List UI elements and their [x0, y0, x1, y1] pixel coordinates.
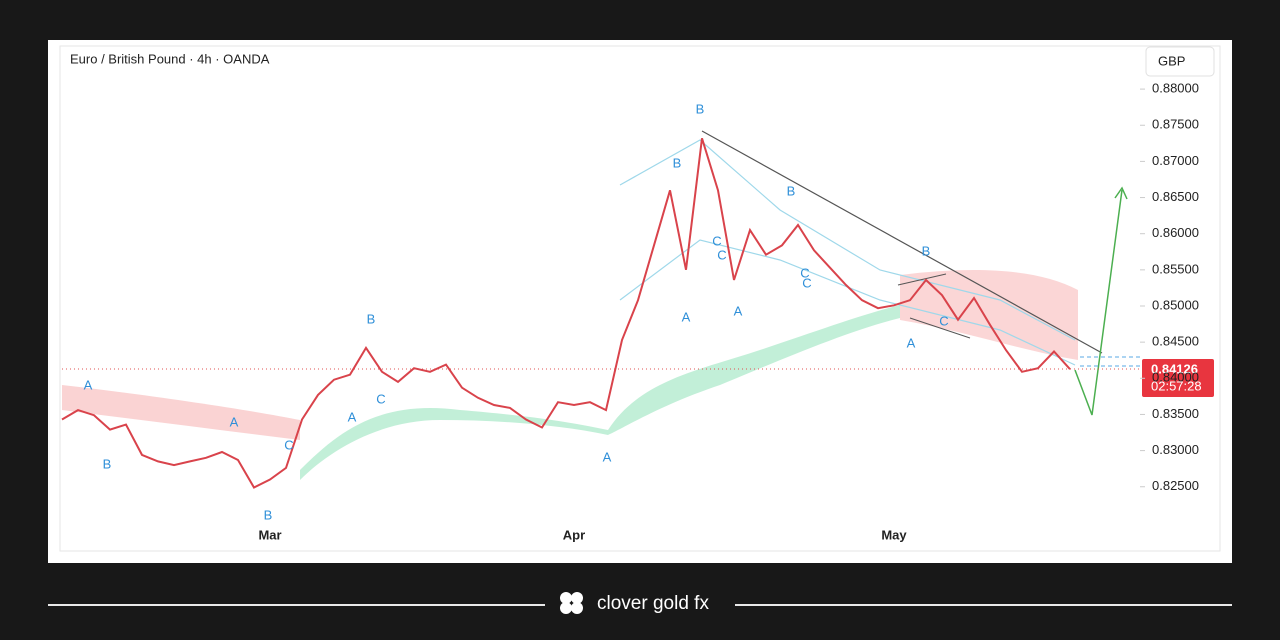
- wave-label: B: [673, 155, 682, 170]
- y-tick-label: 0.85000: [1152, 297, 1199, 312]
- projection: [1074, 189, 1123, 416]
- chart-frame: [59, 45, 1221, 552]
- y-tick-label: 0.86000: [1152, 225, 1199, 240]
- x-tick-label: Apr: [563, 527, 585, 542]
- cloud-red: [900, 270, 1078, 360]
- y-tick-label: 0.84500: [1152, 334, 1199, 349]
- wave-label: B: [367, 311, 376, 326]
- wave-label: C: [802, 275, 811, 290]
- price-box: [1142, 359, 1214, 397]
- wave-label: B: [787, 183, 796, 198]
- trend-line: [897, 273, 947, 286]
- y-tick-label: 0.83500: [1152, 406, 1199, 421]
- y-tick-label: 0.87000: [1152, 153, 1199, 168]
- wave-label: B: [103, 456, 112, 471]
- y-tick-label: 0.88000: [1152, 81, 1199, 96]
- y-tick-label: 0.86500: [1152, 189, 1199, 204]
- last-price: 0.84126: [1151, 361, 1198, 376]
- y-tick-label: 0.83000: [1152, 442, 1199, 457]
- band-line: [619, 139, 1076, 341]
- wave-label: B: [264, 507, 273, 522]
- price-line: [61, 138, 1071, 489]
- wave-label: A: [230, 414, 239, 429]
- y-tick-label: 0.85500: [1152, 261, 1199, 276]
- wave-label: C: [800, 265, 809, 280]
- y-tick-label: 0.84000: [1152, 370, 1199, 385]
- wave-label: A: [734, 303, 743, 318]
- wave-label: C: [717, 247, 726, 262]
- clover-icon: [560, 592, 583, 614]
- wave-label: C: [939, 313, 948, 328]
- wave-label: A: [348, 409, 357, 424]
- cloud-red: [62, 385, 300, 440]
- y-tick-label: 0.82500: [1152, 478, 1199, 493]
- brand: clover gold fx: [597, 593, 709, 614]
- wave-label: C: [376, 391, 385, 406]
- wave-label: A: [603, 449, 612, 464]
- projection-arrow: [1114, 186, 1128, 200]
- wave-label: A: [682, 309, 691, 324]
- wave-label: C: [284, 437, 293, 452]
- currency-box[interactable]: [1145, 46, 1215, 77]
- chart-title: Euro / British Pound · 4h · OANDA: [70, 51, 270, 66]
- x-tick-label: May: [881, 527, 907, 542]
- countdown: 02:57:28: [1151, 378, 1202, 393]
- currency: GBP: [1158, 53, 1185, 68]
- y-tick-label: 0.87500: [1152, 117, 1199, 132]
- trend-line: [909, 317, 971, 339]
- wave-label: A: [907, 335, 916, 350]
- trend-line: [701, 130, 1103, 354]
- wave-label: B: [696, 101, 705, 116]
- wave-label: B: [922, 243, 931, 258]
- wave-label: C: [712, 233, 721, 248]
- x-tick-label: Mar: [258, 527, 281, 542]
- wave-label: A: [84, 377, 93, 392]
- band-line: [619, 239, 1076, 366]
